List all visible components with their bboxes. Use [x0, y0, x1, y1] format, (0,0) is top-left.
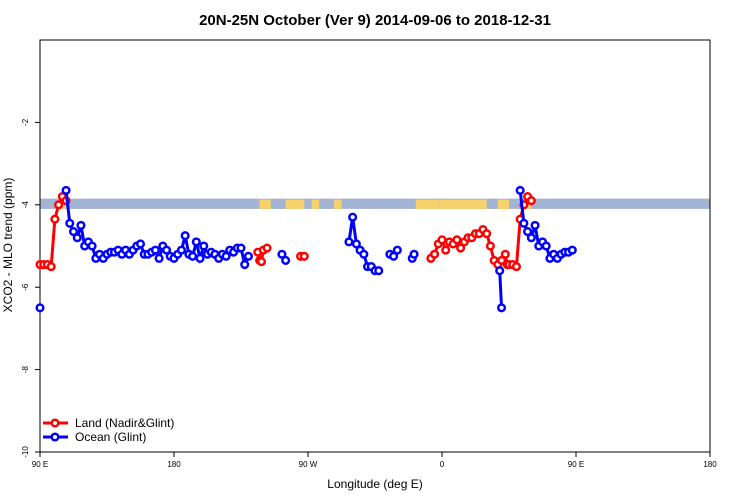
series-line — [498, 270, 504, 308]
data-point — [256, 257, 267, 267]
data-point — [497, 303, 507, 313]
x-tick-label: 90 E — [32, 460, 48, 469]
data-point — [526, 233, 536, 243]
x-axis: 90 E 180 90 W 0 90 E 180 — [32, 452, 717, 469]
plot-border — [39, 39, 711, 453]
land-mass — [415, 199, 439, 209]
data-point — [65, 218, 75, 228]
ocean-band — [40, 198, 710, 209]
data-point — [519, 218, 529, 228]
data-point — [526, 196, 536, 206]
data-point — [195, 253, 205, 263]
y-tick-label: -8 — [21, 365, 30, 373]
data-point — [430, 249, 440, 259]
data-point — [344, 237, 354, 247]
y-tick-label: -6 — [21, 283, 30, 291]
legend-label: Ocean (Glint) — [75, 430, 146, 444]
y-tick-label: -4 — [21, 201, 30, 209]
legend: Land (Nadir&Glint)Ocean (Glint) — [43, 416, 174, 444]
land-mass — [497, 199, 509, 209]
data-point — [180, 231, 190, 241]
data-point — [154, 253, 164, 263]
data-point — [485, 241, 495, 251]
data-point — [277, 249, 287, 259]
data-point — [389, 251, 399, 261]
data-point — [441, 245, 451, 255]
y-tick-label: -10 — [21, 446, 30, 458]
land-mass — [438, 199, 487, 209]
data-point — [50, 214, 60, 224]
data-point — [511, 262, 521, 272]
data-point — [351, 239, 361, 249]
data-point — [188, 251, 198, 261]
data-point — [76, 220, 86, 230]
data-point — [221, 251, 231, 261]
data-point — [500, 249, 510, 259]
data-point — [530, 220, 540, 230]
land-mass — [334, 199, 342, 209]
data-point — [162, 245, 172, 255]
series-ocean — [35, 185, 577, 313]
data-point — [567, 245, 577, 255]
data-point — [61, 185, 71, 195]
data-point — [515, 185, 525, 195]
x-tick-label: 90 W — [299, 460, 318, 469]
plot-frame — [39, 39, 711, 453]
data-point — [240, 259, 250, 270]
data-point — [54, 200, 64, 210]
data-point — [452, 235, 462, 245]
land-mass — [259, 199, 271, 209]
data-point — [243, 251, 253, 261]
data-point — [359, 249, 369, 259]
y-tick-label: -2 — [21, 118, 30, 126]
legend-marker — [50, 418, 60, 428]
x-tick-label: 90 E — [568, 460, 584, 469]
data-point — [199, 241, 209, 251]
data-point — [176, 245, 186, 255]
data-point — [236, 243, 246, 253]
land-mass — [311, 199, 320, 209]
chart-title: 20N-25N October (Ver 9) 2014-09-06 to 20… — [199, 12, 551, 29]
data-point — [456, 243, 466, 253]
land-mass — [285, 199, 305, 209]
data-point — [374, 266, 384, 276]
data-point — [497, 255, 507, 265]
data-point — [135, 239, 146, 249]
data-point — [191, 237, 201, 247]
data-point — [72, 233, 82, 243]
data-point — [482, 229, 492, 239]
data-point — [409, 249, 419, 259]
data-point — [437, 235, 447, 245]
x-tick-label: 180 — [167, 460, 181, 469]
legend-marker — [50, 432, 60, 442]
x-tick-label: 180 — [703, 460, 717, 469]
legend-label: Land (Nadir&Glint) — [75, 416, 174, 430]
y-axis-label: XCO2 - MLO trend (ppm) — [1, 178, 15, 313]
data-point — [262, 243, 272, 253]
x-axis-label: Longitude (deg E) — [327, 477, 422, 491]
data-point — [87, 241, 97, 251]
data-point — [523, 227, 533, 237]
y-axis: -2 -4 -6 -8 -10 — [21, 118, 40, 458]
data-point — [46, 262, 56, 272]
data-point — [281, 255, 291, 265]
data-point — [348, 212, 358, 222]
data-point — [68, 227, 79, 237]
data-point — [392, 245, 402, 255]
data-point — [150, 245, 160, 255]
data-point — [299, 251, 309, 261]
data-point — [495, 266, 505, 276]
x-tick-label: 0 — [440, 460, 445, 469]
data-point — [541, 241, 551, 251]
series-layer — [35, 185, 577, 313]
map-strip — [40, 198, 710, 209]
data-point — [35, 303, 45, 313]
